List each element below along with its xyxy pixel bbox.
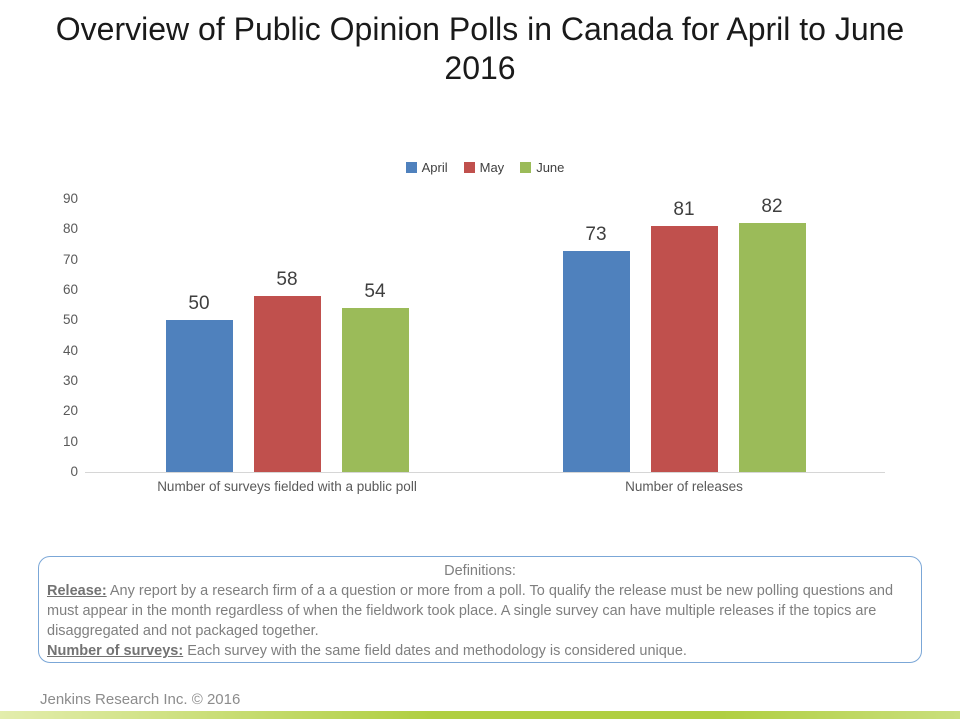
y-tick-label: 60 — [62, 282, 78, 297]
legend-label: May — [479, 160, 505, 175]
legend-item-april: April — [405, 160, 448, 175]
legend-swatch-icon — [463, 162, 475, 173]
category-label: Number of releases — [625, 479, 743, 494]
bar-value-label: 82 — [761, 196, 783, 218]
accent-bar — [0, 711, 960, 719]
definition-text: Each survey with the same field dates an… — [183, 643, 687, 659]
page-title: Overview of Public Opinion Polls in Cana… — [55, 11, 905, 87]
bar-value-label: 50 — [188, 293, 210, 315]
legend-label: June — [536, 160, 565, 175]
y-tick-label: 0 — [70, 464, 78, 479]
definition-term: Release: — [47, 583, 107, 599]
bar-may-1 — [650, 226, 718, 472]
bar-june-0 — [341, 308, 409, 472]
bar-value-label: 58 — [276, 269, 298, 291]
definitions-box: Definitions: Release: Any report by a re… — [38, 556, 922, 663]
y-tick-label: 10 — [62, 433, 78, 449]
definition-item: Number of surveys: Each survey with the … — [47, 641, 913, 661]
bar-value-label: 81 — [673, 199, 695, 221]
y-tick-label: 70 — [62, 251, 78, 267]
legend-item-june: June — [520, 160, 564, 175]
bar-april-0 — [165, 320, 233, 472]
definitions-items: Release: Any report by a research firm o… — [47, 581, 913, 661]
x-axis-line — [85, 472, 885, 473]
bar-may-0 — [253, 296, 321, 472]
legend-swatch-icon — [520, 162, 532, 173]
bar-june-1 — [738, 223, 806, 472]
legend-label: April — [421, 160, 448, 175]
y-tick-label: 50 — [62, 312, 78, 328]
y-tick-label: 40 — [62, 342, 78, 358]
legend-item-may: May — [463, 160, 505, 175]
chart-legend: April May June — [85, 160, 885, 175]
definition-term: Number of surveys: — [47, 643, 184, 659]
definition-text: Any report by a research firm of a a que… — [47, 583, 894, 639]
definition-item: Release: Any report by a research firm o… — [47, 581, 913, 641]
footer-credit: Jenkins Research Inc. © 2016 — [40, 691, 241, 708]
y-tick-label: 90 — [62, 191, 78, 206]
y-tick-label: 30 — [62, 373, 78, 388]
y-tick-label: 20 — [62, 403, 78, 419]
y-tick-label: 80 — [62, 221, 78, 237]
legend-swatch-icon — [405, 162, 417, 173]
bar-value-label: 73 — [585, 223, 607, 245]
bar-value-label: 54 — [364, 281, 386, 303]
definitions-heading: Definitions: — [444, 563, 516, 579]
category-label: Number of surveys fielded with a public … — [157, 479, 417, 494]
bar-april-1 — [562, 250, 630, 472]
